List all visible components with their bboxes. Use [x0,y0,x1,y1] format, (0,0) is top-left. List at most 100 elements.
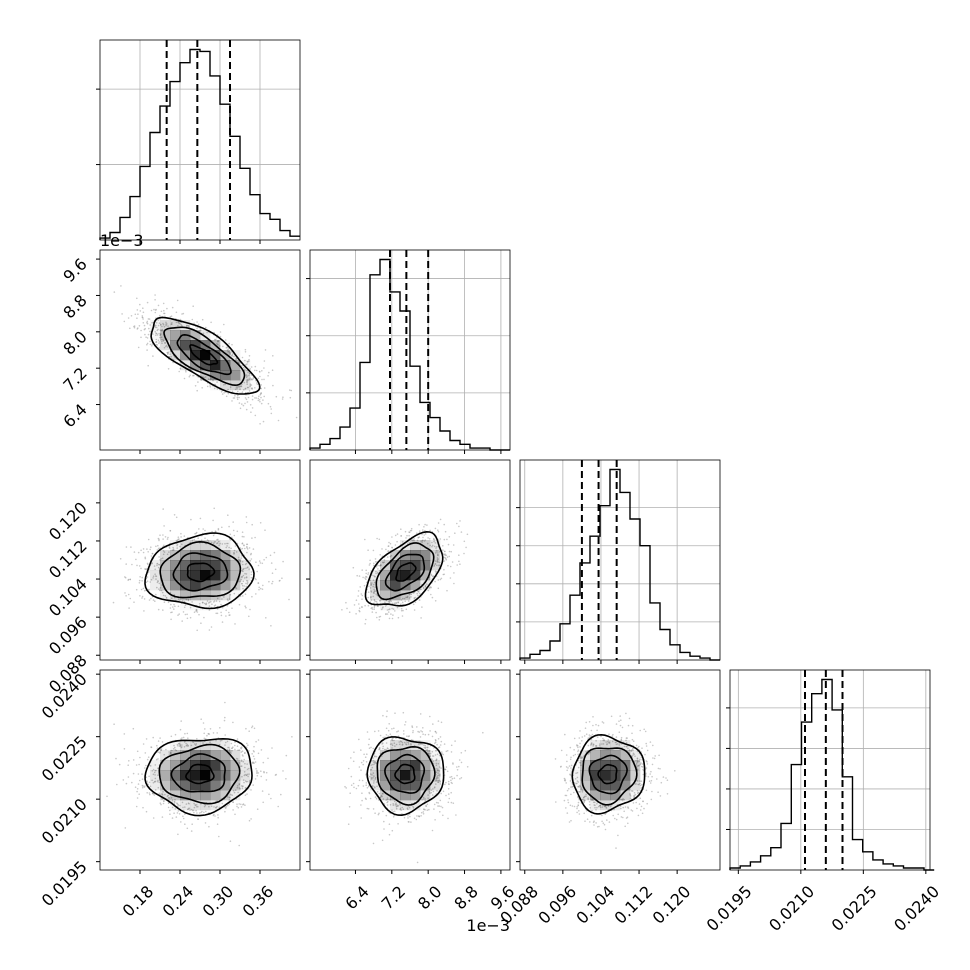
contour-level [384,753,426,794]
scatter-point [596,826,599,828]
scatter-point [175,516,178,519]
scatter-point [237,556,240,559]
scatter-point [259,522,262,524]
scatter-point [228,750,231,752]
scatter-point [438,770,441,772]
density-cell [240,570,251,581]
scatter-point [365,618,367,621]
scatter-point [241,785,244,788]
scatter-point [361,598,363,600]
scatter-point [154,294,156,296]
density-cell [190,590,201,601]
scatter-point [619,715,621,717]
scatter-point [434,560,437,562]
scatter-point [220,614,223,617]
scatter-point [142,311,145,314]
scatter-point [593,824,595,826]
scatter-point [240,806,243,808]
density-cell [620,740,631,751]
scatter-point [245,364,247,366]
scatter-point [666,793,669,795]
scatter-point [446,538,448,541]
scatter-point [145,738,148,740]
density-cell [390,740,401,751]
scatter-point [226,740,229,743]
scatter-point [156,334,159,336]
scatter-point [416,861,419,864]
scatter-point [443,523,446,526]
scatter-point [136,317,138,320]
scatter-point [382,810,384,813]
scatter-point [163,551,166,553]
scatter-point [172,546,174,549]
scatter-point [370,778,373,780]
scatter-point [435,547,437,549]
scatter-point [177,598,180,600]
scatter-point [218,744,221,746]
scatter-point [432,575,435,577]
scatter-point [225,347,228,349]
scatter-point [233,592,236,595]
scatter-point [219,345,221,347]
scatter-point [160,803,162,806]
ticks-2-3 [516,673,678,874]
scatter-point [263,360,266,362]
scatter-point [373,562,375,565]
scatter-point [615,847,617,849]
scatter-point [251,537,253,539]
scatter-point [217,528,220,531]
scatter-point [454,740,456,742]
scatter-point [146,758,149,761]
scatter-point [246,379,248,382]
scatter-point [198,613,200,616]
scatter-point [159,323,162,326]
scatter-point [177,614,179,616]
scatter-point [374,812,376,814]
scatter-point [241,531,244,533]
scatter-point [197,818,199,820]
scatter-point [568,765,571,767]
density-cell [430,780,441,791]
scatter-point [91,275,93,277]
scatter-point [442,573,445,576]
scatter-point [576,806,578,808]
scatter-point [245,606,247,609]
density-cell [190,540,201,551]
scatter-point [146,343,148,346]
scatter-point [432,788,434,790]
scatter-point [234,789,237,791]
scatter-point [615,743,618,746]
scatter-point [393,742,396,744]
scatter-point [372,785,374,787]
scatter-point [450,775,453,778]
scatter-point [176,743,179,746]
scatter-point [240,803,242,806]
contour-level [571,733,646,815]
scatter-point [588,721,591,723]
scatter-point [242,587,244,590]
scatter-point [415,818,418,821]
density-cell [570,770,581,781]
scatter-point [155,758,158,761]
scatter-point [227,804,229,807]
scatter-point [241,575,243,578]
scatter-point [159,334,161,337]
scatter-point [113,723,115,725]
density-cell [390,570,401,581]
scatter-point [245,521,248,524]
histogram-steps [309,258,510,451]
scatter-point [248,360,250,363]
density-cell [220,350,231,361]
scatter-point [227,542,229,545]
scatter-point [183,606,186,609]
scatter-point [408,806,411,809]
density-cell [170,760,181,771]
scatter-point [191,539,194,542]
density-cell [200,790,211,801]
scatter-point [156,744,158,747]
scatter-point [585,750,587,753]
density-cell [410,590,421,601]
scatter-point [228,611,230,614]
scatter-point [208,629,211,631]
scatter-point [148,589,150,591]
